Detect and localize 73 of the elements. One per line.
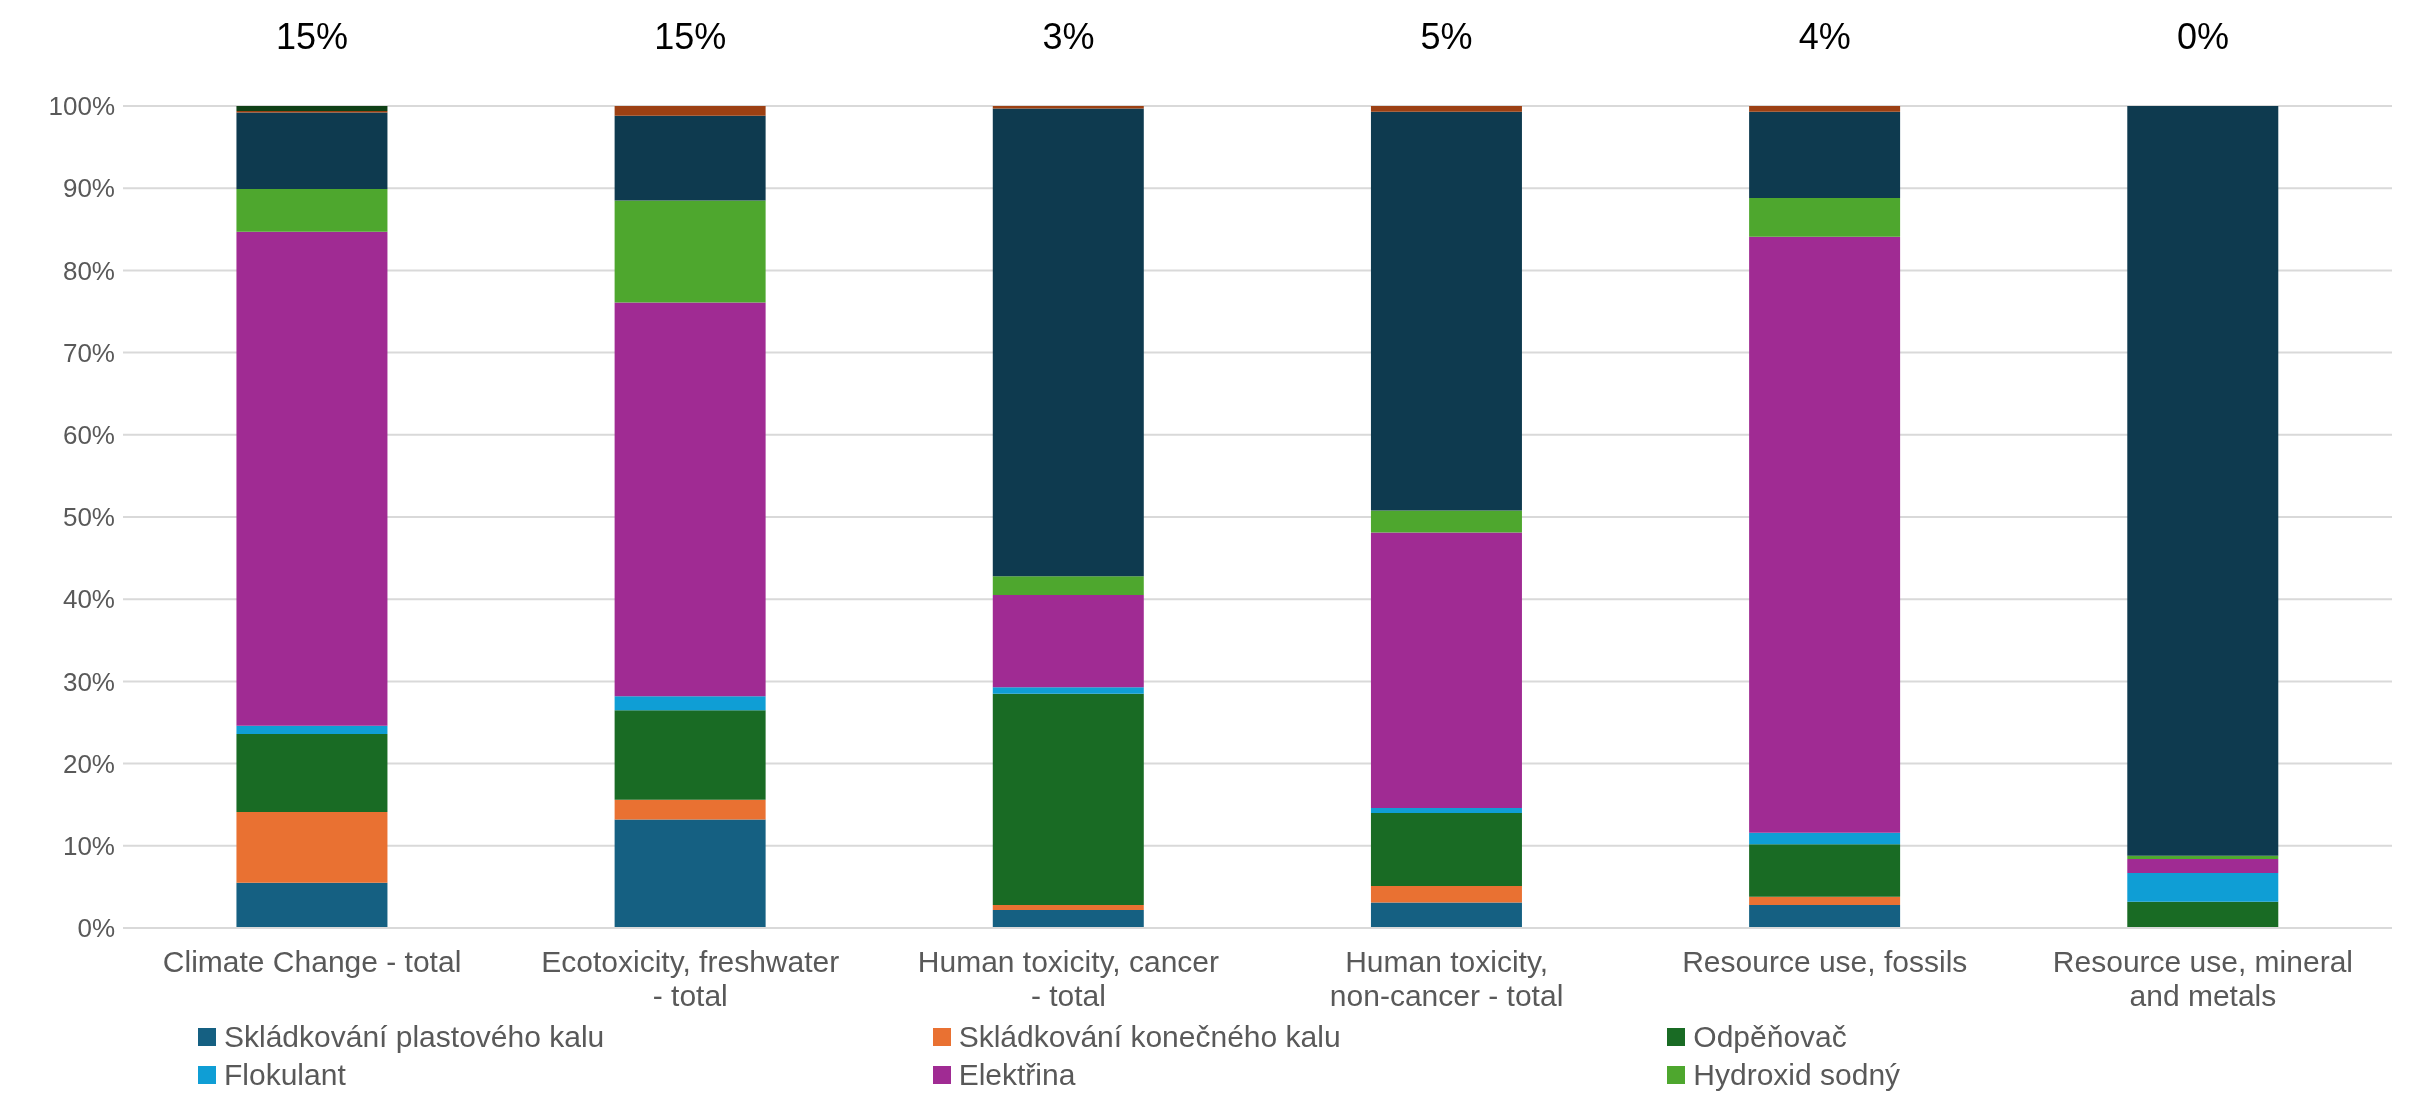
y-tick-label: 30% [62,666,115,697]
bar [236,231,388,726]
bar [236,106,388,111]
bar [1749,198,1901,237]
bar [614,115,766,201]
x-tick-label: Resource use, mineral and metals [2052,945,2353,1012]
y-tick-label: 20% [62,748,115,779]
text: 4% [1797,16,1852,58]
y-tick-label: 80% [62,255,115,286]
legend-label: Skládkování plastového kalu [224,1019,605,1055]
y-tick-label: 90% [62,173,115,204]
text: 5% [1419,16,1474,58]
bar [236,725,388,735]
legend-label: Elektřina [958,1057,1076,1093]
text: 15% [275,16,350,58]
y-tick-label: 50% [62,502,115,533]
bar [992,904,1144,910]
bar [2127,858,2279,873]
bar [2127,901,2279,928]
legend-label: Flokulant [224,1057,346,1093]
bar [2127,855,2279,859]
x-tick-label: Human toxicity, cancer - total [917,945,1220,1012]
bar [614,819,766,928]
bar [1749,106,1901,112]
bar [614,799,766,820]
x-tick-label: Ecotoxicity, freshwater - total [541,945,840,1012]
y-tick-label: 70% [62,337,115,368]
legend-label: Odpěňovač [1693,1019,1847,1055]
bar [1749,236,1901,833]
legend-label: Skládkování konečného kalu [958,1019,1341,1055]
bar [1749,844,1901,897]
text: 3% [1041,16,1096,58]
legend-label: Hydroxid sodný [1693,1057,1901,1093]
bar [992,687,1144,694]
bar [614,200,766,303]
bar [1370,807,1522,813]
y-tick-label: 10% [62,831,115,862]
bar [1370,902,1522,928]
bar [2127,106,2279,856]
x-tick-label: Human toxicity, non-cancer - total [1329,945,1564,1012]
bar [1370,106,1522,112]
text: 0% [2175,16,2230,58]
bar [1749,111,1901,199]
bar [2127,872,2279,902]
bar [1370,532,1522,808]
y-tick-label: 60% [62,420,115,451]
bar [992,108,1144,577]
bar [614,106,766,116]
y-tick-label: 100% [48,91,115,122]
bar [1749,832,1901,845]
bar [236,189,388,232]
bar [1370,111,1522,511]
bar [992,595,1144,688]
bar [236,882,388,928]
y-tick-label: 40% [62,584,115,615]
bar [992,576,1144,596]
x-tick-label: Resource use, fossils [1682,945,1968,978]
bar [1370,812,1522,887]
bar [1370,886,1522,903]
bar [992,909,1144,928]
bar [1749,904,1901,928]
bar [614,302,766,697]
bar [614,710,766,800]
bar [236,112,388,190]
bar [236,734,388,813]
text: 15% [653,16,728,58]
bar [992,693,1144,905]
bar [614,696,766,711]
y-tick-label: 0% [77,913,115,944]
x-tick-label: Climate Change - total [162,945,462,978]
bar [1749,896,1901,905]
bar [236,812,388,883]
bar [1370,510,1522,533]
